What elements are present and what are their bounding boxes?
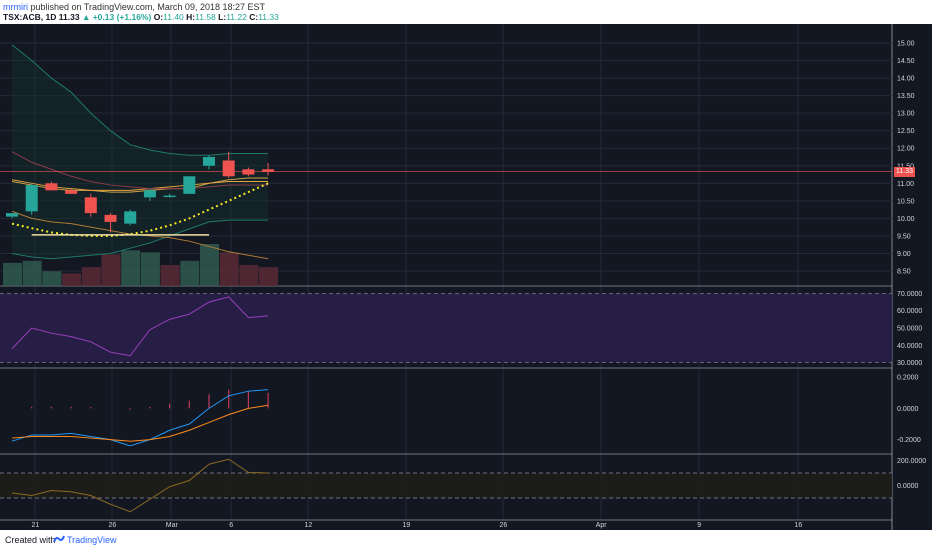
time-tick-label: 16	[795, 522, 803, 529]
time-tick-label: 26	[109, 522, 117, 529]
close-label: C:	[249, 12, 259, 22]
rsi-tick-label: 70.0000	[897, 291, 922, 298]
time-tick-label: 12	[305, 522, 313, 529]
bollinger-upper-line	[11, 44, 269, 156]
macd-tick-label: 0.0000	[897, 406, 919, 413]
price-tick-label: 9.50	[897, 233, 911, 240]
candle-body	[25, 185, 38, 212]
macd-line	[11, 389, 269, 447]
ema-line-slow	[11, 151, 269, 190]
high-value: 11.58	[195, 12, 216, 22]
tradingview-logo-icon	[53, 535, 65, 543]
bollinger-lower-line	[11, 219, 269, 260]
volume-bar	[81, 267, 101, 286]
tradingview-brand[interactable]: TradingView	[67, 535, 117, 545]
time-tick-label: 6	[229, 522, 233, 529]
price-tick-label: 10.00	[897, 216, 915, 223]
current-price-badge: 11.33	[894, 167, 915, 177]
volume-bar	[239, 265, 259, 286]
candle-body	[183, 176, 196, 194]
low-value: 11.22	[226, 12, 247, 22]
rsi-tick-label: 60.0000	[897, 308, 922, 315]
volume-bar	[180, 260, 200, 286]
candle-body	[242, 169, 255, 175]
price-tick-label: 10.50	[897, 198, 915, 205]
candle-body	[163, 195, 176, 198]
rsi-tick-label: 30.0000	[897, 360, 922, 367]
cci-band	[0, 473, 892, 498]
symbol-label[interactable]: TSX:ACB, 1D	[3, 12, 57, 22]
volume-bar	[121, 250, 141, 286]
last-price: 11.33	[58, 12, 80, 22]
chart-canvas[interactable]: 15.00 14.50 14.00 13.50 13.00 12.50 12.00 11.50…	[0, 24, 932, 530]
candle-body	[262, 169, 275, 172]
price-tick-label: 13.50	[897, 93, 915, 100]
candle-body	[6, 213, 18, 217]
candle-body	[124, 211, 137, 224]
volume-bar	[200, 244, 219, 286]
candle-body	[65, 190, 78, 194]
open-value: 11.40	[163, 12, 184, 22]
cci-tick-label: 200.0000	[897, 458, 926, 465]
username-link[interactable]: mrmiri	[3, 2, 28, 12]
price-tick-label: 12.50	[897, 128, 915, 135]
macd-tick-label: -0.2000	[897, 437, 921, 444]
time-tick-label: 21	[32, 522, 40, 529]
candle-body	[203, 157, 215, 166]
volume-bar	[22, 260, 42, 286]
chart-svg[interactable]: 15.00 14.50 14.00 13.50 13.00 12.50 12.00 11.50…	[0, 24, 932, 530]
candle-body	[84, 197, 97, 214]
candle-body	[143, 190, 156, 198]
volume-bar	[62, 273, 82, 286]
time-tick-label: 9	[697, 522, 701, 529]
price-tick-label: 15.00	[897, 41, 915, 48]
volume-bar	[259, 267, 279, 286]
rsi-tick-label: 40.0000	[897, 343, 922, 350]
price-tick-label: 11.00	[897, 181, 914, 188]
volume-bar	[101, 254, 121, 286]
open-label: O:	[153, 12, 164, 22]
candle-body	[45, 183, 58, 191]
footer: Created with TradingView	[0, 530, 932, 550]
price-tick-label: 14.50	[897, 58, 915, 65]
macd-tick-label: 0.2000	[897, 375, 919, 382]
bollinger-band-fill	[12, 44, 269, 259]
parabolic-curve-drawing	[11, 182, 269, 237]
candle-body	[222, 160, 235, 177]
publish-info: mrmiri published on TradingView.com, Mar…	[3, 2, 265, 12]
candle-body	[104, 214, 117, 222]
rsi-band	[0, 293, 892, 363]
volume-bar	[140, 252, 160, 286]
volume-bar	[42, 271, 62, 286]
price-tick-label: 14.00	[897, 76, 915, 83]
low-label: L:	[218, 12, 227, 22]
time-tick-label: Mar	[166, 522, 179, 529]
price-change: ▲ +0.13 (+1.16%)	[81, 12, 152, 22]
rsi-tick-label: 50.0000	[897, 326, 922, 333]
ohlc-legend: TSX:ACB, 1D 11.33 ▲ +0.13 (+1.16%) O:11.…	[3, 12, 279, 22]
rsi-line	[11, 296, 269, 357]
macd-signal-line	[11, 404, 269, 442]
price-tick-label: 11.50	[897, 163, 914, 170]
cci-line	[11, 458, 269, 513]
volume-bar	[160, 265, 180, 286]
price-tick-label: 8.50	[897, 269, 911, 276]
time-tick-label: 26	[500, 522, 508, 529]
time-tick-label: Apr	[596, 522, 608, 529]
close-value: 11.33	[258, 12, 279, 22]
volume-bar	[219, 252, 239, 286]
cci-tick-label: 0.0000	[897, 483, 919, 490]
time-tick-label: 19	[403, 522, 411, 529]
price-tick-label: 12.00	[897, 146, 915, 153]
published-text: published on TradingView.com, March 09, …	[30, 2, 265, 12]
high-label: H:	[186, 12, 196, 22]
price-tick-label: 13.00	[897, 111, 915, 118]
price-tick-label: 9.00	[897, 251, 911, 258]
volume-bar	[3, 262, 22, 286]
chart-header: mrmiri published on TradingView.com, Mar…	[0, 0, 932, 24]
created-with-label: Created with	[5, 535, 56, 545]
